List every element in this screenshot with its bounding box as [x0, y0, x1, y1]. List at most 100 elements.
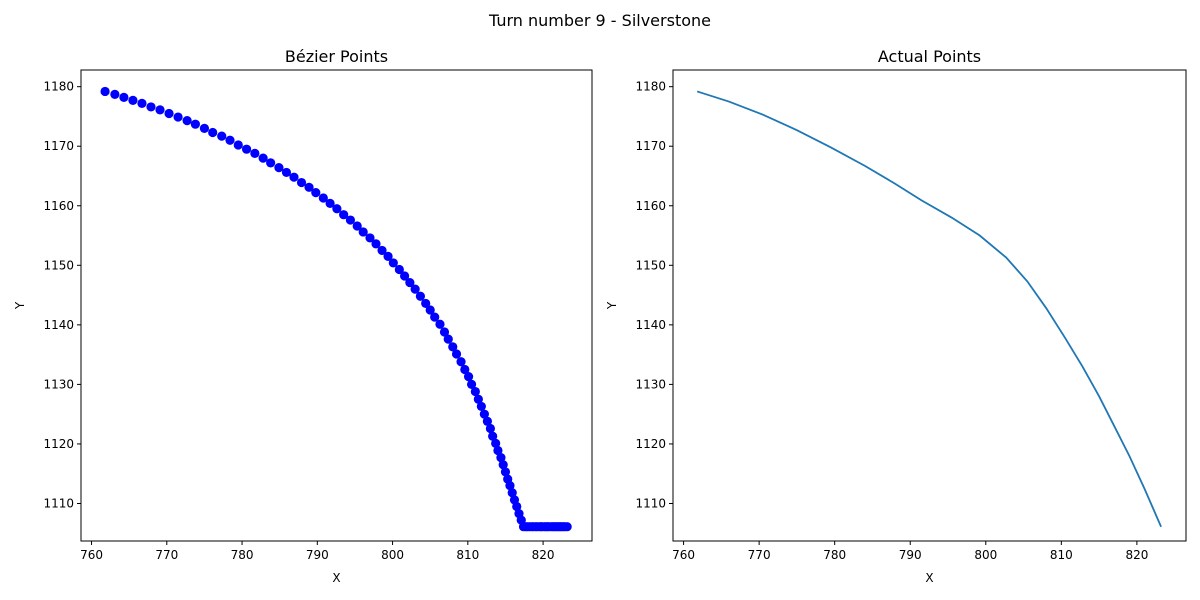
scatter-point: [410, 284, 420, 294]
scatter-point: [439, 327, 450, 337]
scatter-point: [488, 431, 498, 441]
series-line: [696, 90, 1162, 528]
scatter-point: [383, 251, 393, 261]
y-tick-label: 1120: [635, 437, 666, 451]
y-tick-label: 1130: [635, 377, 666, 391]
scatter-point: [421, 298, 431, 309]
scatter-point: [281, 167, 292, 178]
y-tick-label: 1130: [43, 377, 74, 391]
y-tick-label: 1160: [635, 199, 666, 213]
scatter-point: [250, 148, 260, 158]
plot-frame: [80, 69, 593, 542]
scatter-point: [365, 233, 375, 243]
scatter-point: [241, 144, 252, 154]
chart-title: Actual Points: [878, 47, 981, 66]
scatter-point: [182, 116, 192, 126]
scatter-point: [146, 102, 156, 112]
x-tick-label: 760: [672, 548, 695, 562]
x-tick-label: 800: [381, 548, 404, 562]
scatter-point: [332, 204, 342, 214]
scatter-point: [190, 119, 200, 129]
y-axis-label: Y: [13, 301, 27, 310]
scatter-point: [415, 291, 426, 301]
scatter-point: [430, 312, 440, 322]
x-tick-label: 810: [456, 548, 479, 562]
scatter-point: [266, 158, 276, 168]
figure-suptitle: Turn number 9 - Silverstone: [488, 11, 711, 30]
panel-actual-points: Actual Points 760 770 780 790 800 810 820 1110 11…: [605, 47, 1187, 585]
y-tick-label: 1150: [43, 258, 74, 272]
scatter-point: [371, 239, 381, 249]
scatter-point: [394, 264, 404, 275]
scatter-point: [498, 460, 508, 470]
scatter-point: [358, 227, 368, 237]
x-tick-label: 770: [748, 548, 771, 562]
scatter-point: [512, 501, 522, 512]
y-tick-label: 1180: [43, 80, 74, 94]
x-tick-label: 790: [306, 548, 329, 562]
y-tick-label: 1110: [43, 496, 74, 510]
scatter-point: [473, 394, 483, 404]
scatter-point: [304, 182, 314, 192]
scatter-point: [456, 357, 466, 367]
scatter-point: [491, 438, 501, 448]
y-tick-label: 1140: [43, 318, 74, 332]
scatter-point: [128, 95, 138, 105]
y-axis-label: Y: [605, 301, 619, 310]
scatter-point: [225, 135, 235, 145]
x-tick-label: 780: [823, 548, 846, 562]
scatter-point: [345, 215, 356, 225]
y-tick-label: 1120: [43, 437, 74, 451]
scatter-point: [339, 210, 349, 220]
x-tick-label: 810: [1050, 548, 1073, 562]
scatter-point: [460, 364, 470, 375]
scatter-point: [119, 92, 129, 102]
scatter-point: [405, 277, 415, 288]
x-tick-label: 820: [532, 548, 555, 562]
x-tick-label: 800: [974, 548, 997, 562]
scatter-point: [482, 416, 492, 426]
x-axis-label: X: [925, 571, 933, 585]
y-tick-label: 1180: [635, 80, 666, 94]
y-tick-label: 1110: [635, 496, 666, 510]
x-axis-label: X: [332, 571, 340, 585]
scatter-point: [318, 193, 328, 203]
scatter-point: [173, 112, 183, 122]
scatter-point: [493, 445, 503, 456]
scatter-point: [505, 481, 515, 491]
scatter-point: [485, 423, 495, 434]
scatter-point: [325, 198, 335, 208]
y-tick-label: 1170: [43, 139, 74, 153]
scatter-point: [311, 188, 321, 198]
y-tick-label: 1170: [635, 139, 666, 153]
scatter-point: [507, 488, 517, 498]
scatter-point: [208, 127, 218, 138]
x-tick-label: 770: [155, 548, 178, 562]
y-tick-label: 1160: [43, 199, 74, 213]
x-tick-label: 760: [80, 548, 103, 562]
scatter-point: [500, 467, 511, 477]
scatter-point: [451, 349, 462, 359]
plot-frame: [672, 69, 1187, 542]
scatter-point: [479, 409, 489, 419]
scatter-point: [289, 172, 299, 182]
scatter-point: [400, 271, 410, 281]
scatter-point: [110, 89, 120, 100]
chart-title: Bézier Points: [285, 47, 388, 66]
scatter-point: [435, 319, 445, 329]
y-tick-label: 1150: [635, 258, 666, 272]
scatter-point: [137, 98, 147, 108]
scatter-point: [425, 305, 435, 315]
scatter-point: [448, 342, 458, 352]
y-tick-label: 1140: [635, 318, 666, 332]
scatter-point: [155, 105, 165, 115]
scatter-point: [470, 386, 480, 397]
x-tick-label: 820: [1125, 548, 1148, 562]
scatter-point: [233, 140, 243, 150]
scatter-point: [164, 108, 174, 119]
scatter-point: [258, 153, 268, 163]
scatter-point: [217, 131, 227, 141]
scatter-point: [496, 453, 506, 463]
scatter-point: [463, 372, 474, 382]
